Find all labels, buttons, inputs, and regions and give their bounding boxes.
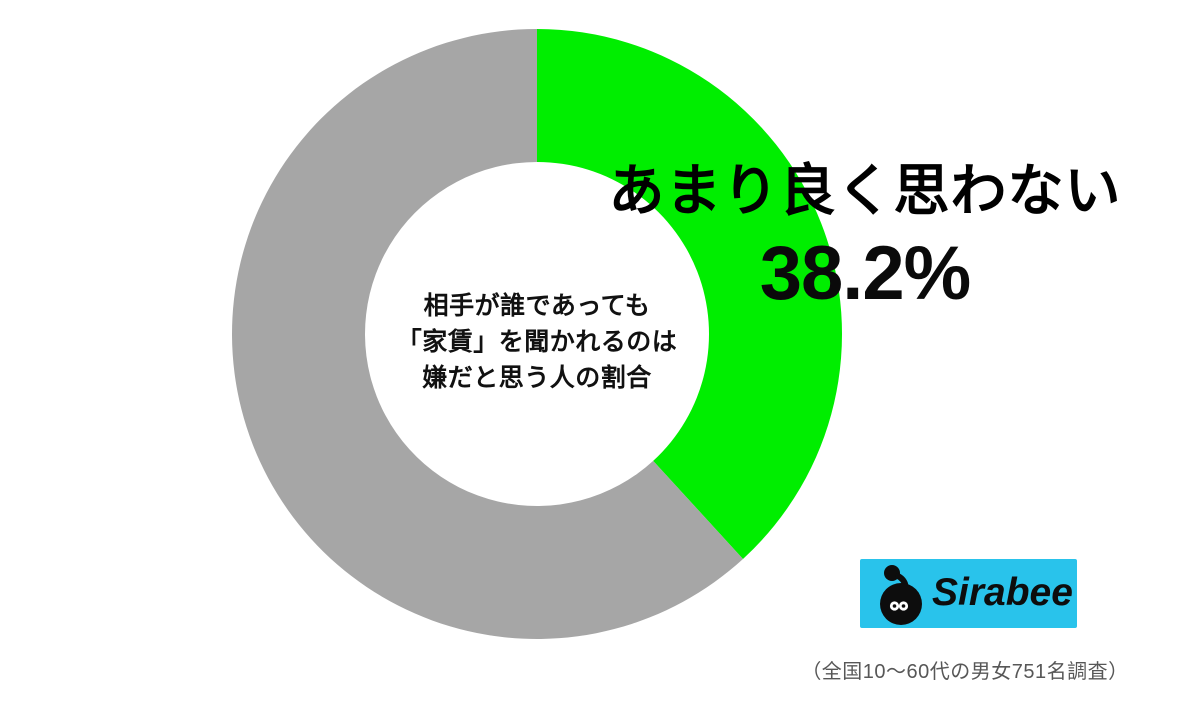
center-label-line-2: 「家賃」を聞かれるのは (396, 328, 678, 356)
slice-callout-label: あまり良く思わない (608, 159, 1122, 222)
center-label-line-3: 嫌だと思う人の割合 (422, 364, 652, 392)
bee-icon (880, 564, 922, 625)
chart-center-label: 相手が誰であっても 「家賃」を聞かれるのは 嫌だと思う人の割合 (357, 288, 717, 396)
slice-callout-value: 38.2% (759, 230, 972, 316)
sirabee-logo: Sirabee (860, 559, 1077, 628)
donut-slice-0 (537, 28, 843, 559)
survey-caption: （全国10〜60代の男女751名調査） (801, 661, 1129, 683)
center-label-line-1: 相手が誰であっても (423, 292, 651, 320)
donut-slice-1 (232, 29, 743, 639)
slice-callout: あまり良く思わない 38.2% (580, 160, 1150, 312)
logo-wordmark: Sirabee (932, 570, 1073, 614)
